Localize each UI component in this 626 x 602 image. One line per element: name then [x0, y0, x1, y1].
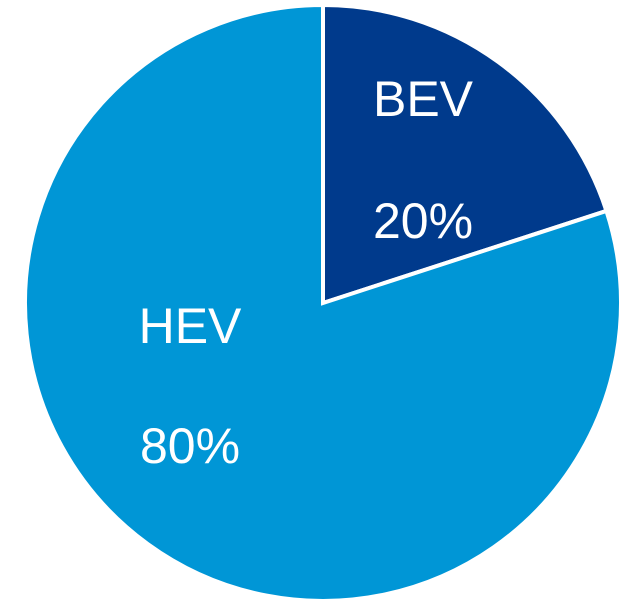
pie-slice: [321, 2, 609, 306]
labels: BEV 20% HEV 80%: [139, 71, 474, 474]
value-label: 80%: [140, 418, 240, 474]
pie: [23, 2, 623, 602]
value-label: 20%: [373, 193, 473, 249]
pie-slice: [23, 2, 623, 602]
slice-label: HEV: [139, 298, 242, 354]
slice-label: BEV: [373, 71, 474, 127]
